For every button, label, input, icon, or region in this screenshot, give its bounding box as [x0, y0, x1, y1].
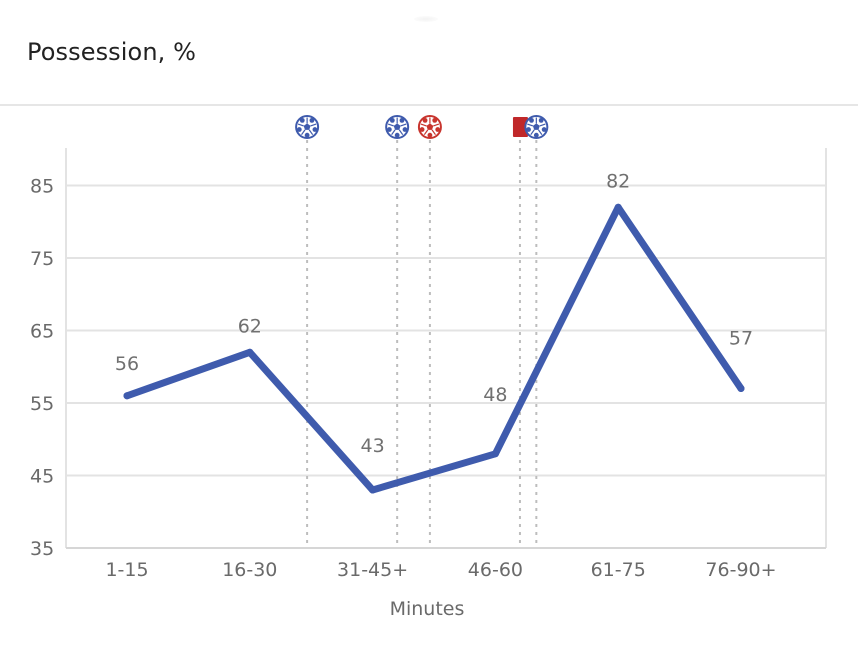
- data-label: 48: [483, 384, 507, 406]
- x-tick-label: 76-90+: [705, 559, 776, 581]
- y-tick-label: 55: [30, 393, 54, 415]
- soccer-ball-blue-icon[interactable]: [295, 115, 320, 139]
- x-tick-label: 31-45+: [337, 559, 408, 581]
- data-label: 82: [606, 170, 630, 192]
- x-axis-title: Minutes: [390, 598, 465, 620]
- soccer-ball-blue-icon[interactable]: [524, 115, 549, 139]
- data-point[interactable]: [614, 203, 622, 211]
- data-point[interactable]: [123, 392, 131, 400]
- data-label: 57: [729, 328, 753, 350]
- red-card-icon[interactable]: [512, 117, 528, 137]
- y-tick-label: 45: [30, 466, 54, 488]
- x-tick-label: 61-75: [591, 559, 646, 581]
- chart-header: Possession, %: [0, 0, 858, 106]
- x-tick-label: 46-60: [468, 559, 523, 581]
- possession-line: [123, 203, 745, 494]
- y-tick-label: 35: [30, 538, 54, 560]
- y-tick-label: 65: [30, 321, 54, 343]
- data-point[interactable]: [737, 385, 745, 392]
- x-axis-ticks: 1-15 16-30 31-45+ 46-60 61-75 76-90+: [105, 559, 776, 581]
- grid-lines: [66, 184, 826, 477]
- data-point[interactable]: [246, 348, 254, 356]
- x-tick-label: 1-15: [105, 559, 148, 581]
- series-line: [123, 203, 745, 494]
- y-tick-label: 85: [30, 176, 54, 198]
- data-point[interactable]: [491, 450, 499, 458]
- data-label: 62: [238, 315, 262, 337]
- data-point[interactable]: [369, 486, 377, 494]
- drag-handle: [414, 16, 438, 22]
- y-tick-label: 75: [30, 248, 54, 270]
- data-label: 56: [115, 353, 139, 375]
- x-tick-label: 16-30: [222, 559, 277, 581]
- soccer-ball-red-icon[interactable]: [417, 115, 442, 139]
- plot-frame: [65, 148, 827, 549]
- y-axis-ticks: 35 45 55 65 75 85: [30, 176, 54, 561]
- soccer-ball-blue-icon[interactable]: [385, 115, 410, 139]
- data-labels: 56 62 43 48 82 57: [115, 170, 753, 457]
- chart-title: Possession, %: [27, 38, 197, 66]
- event-markers: [295, 115, 549, 548]
- data-label: 43: [361, 435, 385, 457]
